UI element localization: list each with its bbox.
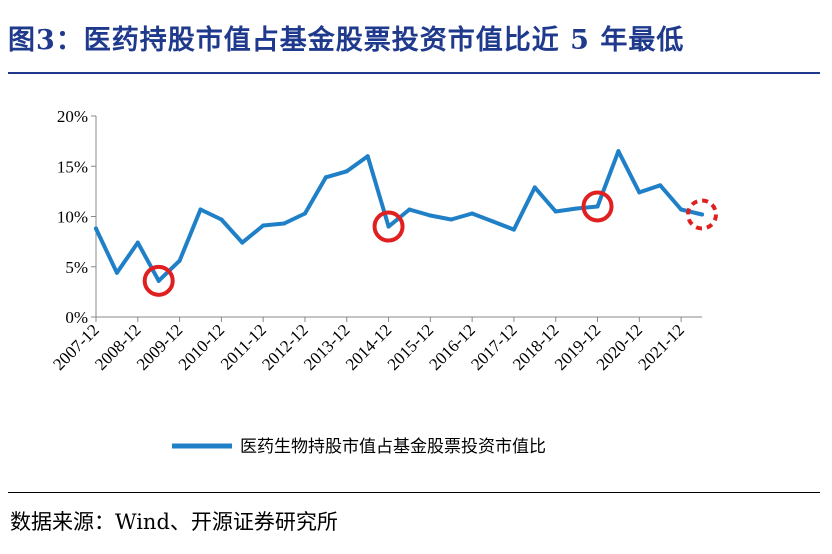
x-tick-label: 2015-12: [384, 320, 438, 374]
source-note: 数据来源：Wind、开源证券研究所: [10, 510, 338, 534]
line-chart: 0% 5% 10% 15% 20% 2007-122008-122009-122010-…: [49, 107, 718, 457]
data-point: [94, 226, 98, 231]
data-point: [407, 207, 412, 212]
highlight-circle: [142, 264, 175, 297]
x-tick-label: 2007-12: [49, 320, 103, 374]
x-tick-label: 2014-12: [342, 320, 396, 374]
y-tick-label: 20%: [57, 107, 88, 126]
data-point: [532, 185, 537, 190]
data-point: [344, 169, 349, 174]
x-tick-label: 2013-12: [300, 320, 354, 374]
data-point: [365, 154, 370, 159]
data-point: [658, 183, 663, 188]
data-point: [449, 217, 454, 222]
x-tick-label: 2016-12: [425, 320, 479, 374]
data-point: [616, 149, 621, 154]
x-tick-label: 2008-12: [91, 320, 145, 374]
x-tick-label: 2018-12: [509, 320, 563, 374]
data-point: [240, 240, 245, 245]
x-tick-label: 2021-12: [634, 320, 688, 374]
data-point: [114, 270, 119, 275]
data-point: [198, 207, 203, 212]
data-point: [302, 211, 307, 216]
data-point: [470, 211, 475, 216]
y-tick-label: 10%: [57, 208, 88, 227]
figure-title: 图3：医药持股市值占基金股票投资市值比近 5 年最低: [8, 25, 685, 56]
data-point: [156, 278, 161, 283]
highlight-circle: [581, 190, 614, 223]
data-point: [282, 221, 287, 226]
highlight-circle-dashed: [686, 198, 718, 231]
x-tick-label: 2019-12: [551, 320, 605, 374]
data-point: [511, 227, 516, 232]
data-point: [491, 219, 496, 224]
data-point: [135, 240, 140, 245]
data-point: [323, 175, 328, 180]
source-rule: [8, 492, 820, 493]
x-tick-label: 2009-12: [133, 320, 187, 374]
x-tick-label: 2012-12: [258, 320, 312, 374]
x-tick-label: 2020-12: [593, 320, 647, 374]
data-point: [574, 206, 579, 211]
highlight-circle: [372, 210, 405, 243]
data-point: [553, 209, 558, 214]
data-point: [261, 223, 266, 228]
data-point: [177, 258, 182, 263]
data-point: [428, 213, 433, 218]
y-tick-label: 5%: [65, 258, 88, 277]
x-tick-label: 2010-12: [175, 320, 229, 374]
data-point: [595, 204, 600, 209]
data-point: [219, 217, 224, 222]
x-tick-label: 2017-12: [467, 320, 521, 374]
data-point: [700, 212, 704, 217]
data-point: [637, 190, 642, 195]
data-point: [679, 207, 684, 212]
title-rule: [8, 72, 820, 74]
data-point: [386, 224, 391, 229]
legend-label: 医药生物持股市值占基金股票投资市值比: [240, 437, 546, 457]
y-tick-label: 15%: [57, 157, 88, 176]
y-tick-label: 0%: [65, 308, 88, 327]
